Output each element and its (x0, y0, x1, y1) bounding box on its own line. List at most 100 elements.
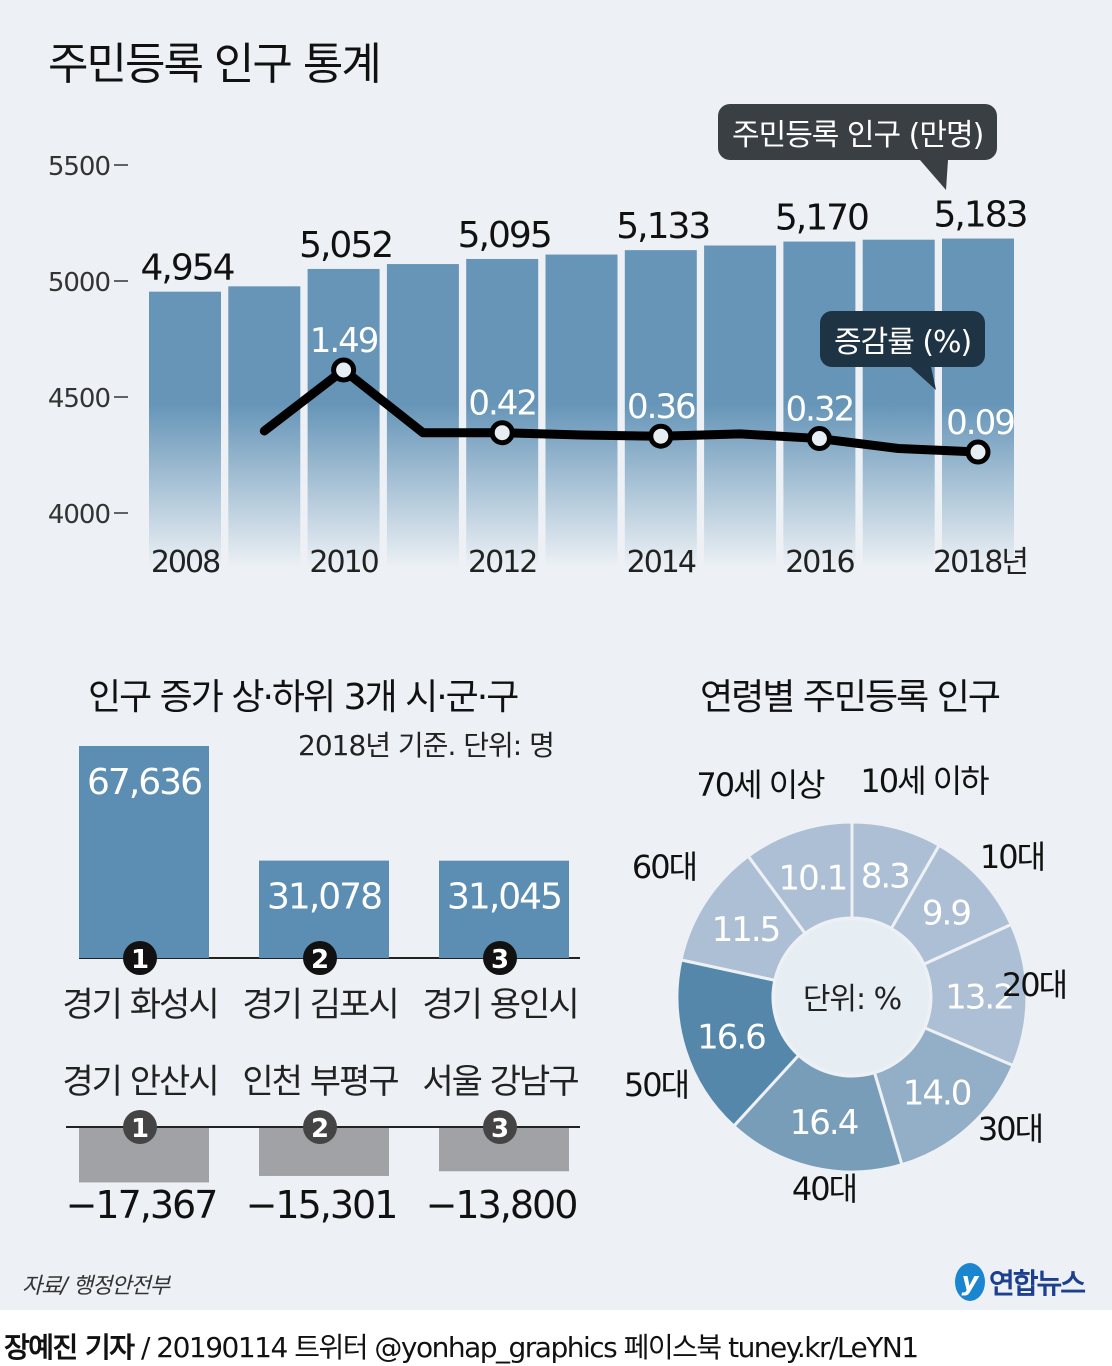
rank-number: 2 (311, 1114, 329, 1144)
x-tick-label: 2018년 (933, 545, 1027, 580)
bar-2012 (466, 258, 539, 566)
rank-number: 2 (311, 945, 329, 975)
source-text: 자료/ 행정안전부 (22, 1274, 170, 1299)
population-legend-callout: 주민등록 인구 (만명) (718, 104, 998, 160)
bar-value-label: 4,954 (140, 248, 233, 289)
reporter-name: 장예진 기자 (4, 1331, 135, 1364)
slice-value-label: 16.6 (697, 1017, 765, 1057)
bar-2013 (545, 254, 618, 566)
rate-value-label: 1.49 (310, 321, 378, 361)
bar-2017 (862, 239, 935, 567)
donut-slice (731, 1053, 904, 1174)
region-name: 경기 화성시 (62, 985, 217, 1025)
rate-value-label: 0.42 (468, 384, 536, 424)
slice-name-label: 60대 (632, 848, 696, 886)
x-tick-label: 2016 (785, 545, 854, 580)
region-name: 경기 용인시 (422, 985, 577, 1025)
ranking-title: 인구 증가 상·하위 3개 시·군·구 (88, 677, 519, 718)
bar-value-label: 5,133 (616, 206, 709, 247)
slice-name-label: 20대 (1002, 966, 1066, 1004)
decrease-value-label: −13,800 (426, 1183, 577, 1227)
rate-legend-callout: 증감률 (%) (820, 311, 986, 367)
rate-point-marker (806, 426, 832, 452)
region-name: 경기 안산시 (62, 1062, 217, 1102)
rank-number: 3 (491, 945, 509, 975)
rank-badge (303, 941, 337, 975)
slice-value-label: 13.2 (945, 977, 1013, 1017)
slice-value-label: 16.4 (790, 1103, 858, 1143)
credit-text: / 20190114 트위터 @yonhap_graphics 페이스북 tun… (133, 1331, 919, 1364)
slice-name-label: 70세 이상 (696, 766, 825, 804)
bar-value-label: 5,052 (299, 225, 392, 266)
rank-badge (483, 941, 517, 975)
age-title: 연령별 주민등록 인구 (700, 677, 1001, 718)
bar-2014 (624, 250, 697, 567)
slice-value-label: 8.3 (861, 856, 909, 896)
slice-value-label: 9.9 (922, 894, 970, 934)
x-tick-label: 2010 (309, 545, 378, 580)
rank-number: 1 (131, 945, 149, 975)
logo-icon: y (955, 1263, 985, 1301)
rate-line (259, 365, 983, 457)
y-tick-label: 4000 (48, 500, 110, 530)
rate-value-label: 0.09 (946, 403, 1014, 443)
ranking-chart: 67,636 1 경기 화성시 31,078 2 경기 김포시 31,045 3 경기 용인시경… (62, 746, 580, 1227)
yonhap-logo: y 연합뉴스 (955, 1262, 1086, 1302)
decrease-value-label: −15,301 (246, 1183, 397, 1227)
increase-bar (79, 746, 209, 958)
region-name: 인천 부평구 (242, 1062, 398, 1102)
slice-name-label: 30대 (978, 1110, 1042, 1148)
page-title: 주민등록 인구 통계 (48, 39, 382, 90)
x-tick-label: 2012 (468, 545, 536, 580)
bar-value-label: 5,170 (775, 198, 868, 239)
rank-badge (483, 1110, 517, 1144)
slice-value-label: 11.5 (712, 910, 780, 950)
rank-badge (123, 941, 157, 975)
region-name: 경기 김포시 (242, 985, 397, 1025)
increase-value-label: 67,636 (87, 762, 201, 803)
donut-center (775, 920, 929, 1074)
increase-value-label: 31,078 (267, 877, 381, 918)
rate-point-marker (489, 420, 515, 446)
x-tick-label: 2014 (627, 545, 696, 580)
rank-number: 3 (491, 1114, 509, 1144)
slice-name-label: 40대 (792, 1170, 856, 1208)
ranking-subtitle: 2018년 기준. 단위: 명 (298, 729, 555, 762)
slice-value-label: 10.1 (779, 858, 847, 898)
bar-2015 (704, 245, 777, 566)
bar-2010 (307, 268, 380, 566)
rate-point-marker (331, 357, 357, 383)
x-tick-label: 2008 (151, 545, 220, 580)
slice-name-label: 10대 (980, 838, 1044, 876)
rank-badge (123, 1110, 157, 1144)
y-tick-label: 5000 (48, 268, 110, 298)
rate-point-marker (965, 439, 991, 465)
donut-slice (746, 820, 854, 936)
donut-slice (921, 922, 1029, 1068)
bar-2008 (149, 291, 221, 566)
y-tick-label: 5500 (48, 152, 110, 182)
region-name: 서울 강남구 (422, 1062, 578, 1102)
rank-number: 1 (131, 1114, 149, 1144)
increase-value-label: 31,045 (447, 877, 561, 918)
logo-text: 연합뉴스 (989, 1267, 1086, 1300)
y-tick-label: 4500 (48, 384, 110, 414)
bar-value-label: 5,183 (933, 195, 1026, 236)
decrease-value-label: −17,367 (66, 1183, 217, 1227)
callout-pointer (905, 362, 936, 390)
center-unit-label: 단위: % (803, 982, 901, 1017)
callout-pointer (920, 160, 948, 190)
rate-point-marker (648, 423, 674, 449)
population-chart: 5500 5000 4500 4000 4,954 5,052 5,095 5,133 5,17… (48, 152, 1029, 580)
bar-2018 (942, 238, 1014, 566)
bar-value-label: 5,095 (458, 215, 551, 256)
donut-slice (675, 958, 801, 1129)
slice-value-label: 14.0 (903, 1074, 971, 1114)
rank-badge (303, 1110, 337, 1144)
slice-name-label: 10세 이하 (860, 762, 989, 800)
credit-line: 장예진 기자 / 20190114 트위터 @yonhap_graphics 페… (4, 1326, 919, 1366)
rate-value-label: 0.32 (786, 390, 854, 430)
slice-name-label: 50대 (624, 1066, 688, 1104)
bar-2016 (783, 241, 856, 566)
